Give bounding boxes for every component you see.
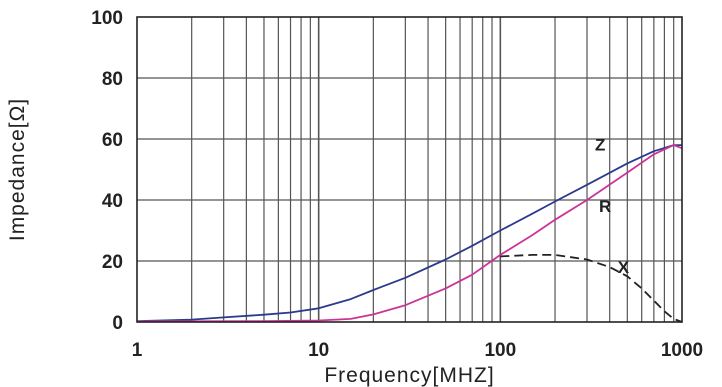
grid-layer — [137, 17, 682, 322]
y-tick-label: 80 — [102, 69, 123, 90]
x-tick-label: 1 — [132, 340, 143, 361]
series-line-r — [136, 144, 683, 323]
y-tick-label: 100 — [91, 8, 123, 29]
series-line-z — [136, 144, 682, 322]
label-layer: 0 20 40 60 80 100 1 10 100 1000 Z R X — [91, 8, 703, 361]
y-tick-label: 20 — [102, 252, 123, 273]
x-axis-title: Frequency[MHZ] — [324, 364, 494, 387]
x-tick-label: 1000 — [661, 340, 703, 361]
x-tick-label: 10 — [308, 340, 329, 361]
series-line-x — [500, 254, 683, 323]
y-tick-label: 0 — [112, 313, 123, 334]
y-tick-label: 40 — [102, 191, 123, 212]
series-label-x: X — [618, 258, 630, 277]
series-label-r: R — [599, 197, 611, 216]
plot-frame — [136, 16, 683, 323]
series-layer — [136, 144, 683, 323]
x-tick-label: 100 — [484, 340, 516, 361]
y-tick-label: 60 — [102, 130, 123, 151]
series-label-z: Z — [595, 135, 605, 154]
y-axis-title: Impedance[Ω] — [6, 98, 29, 241]
